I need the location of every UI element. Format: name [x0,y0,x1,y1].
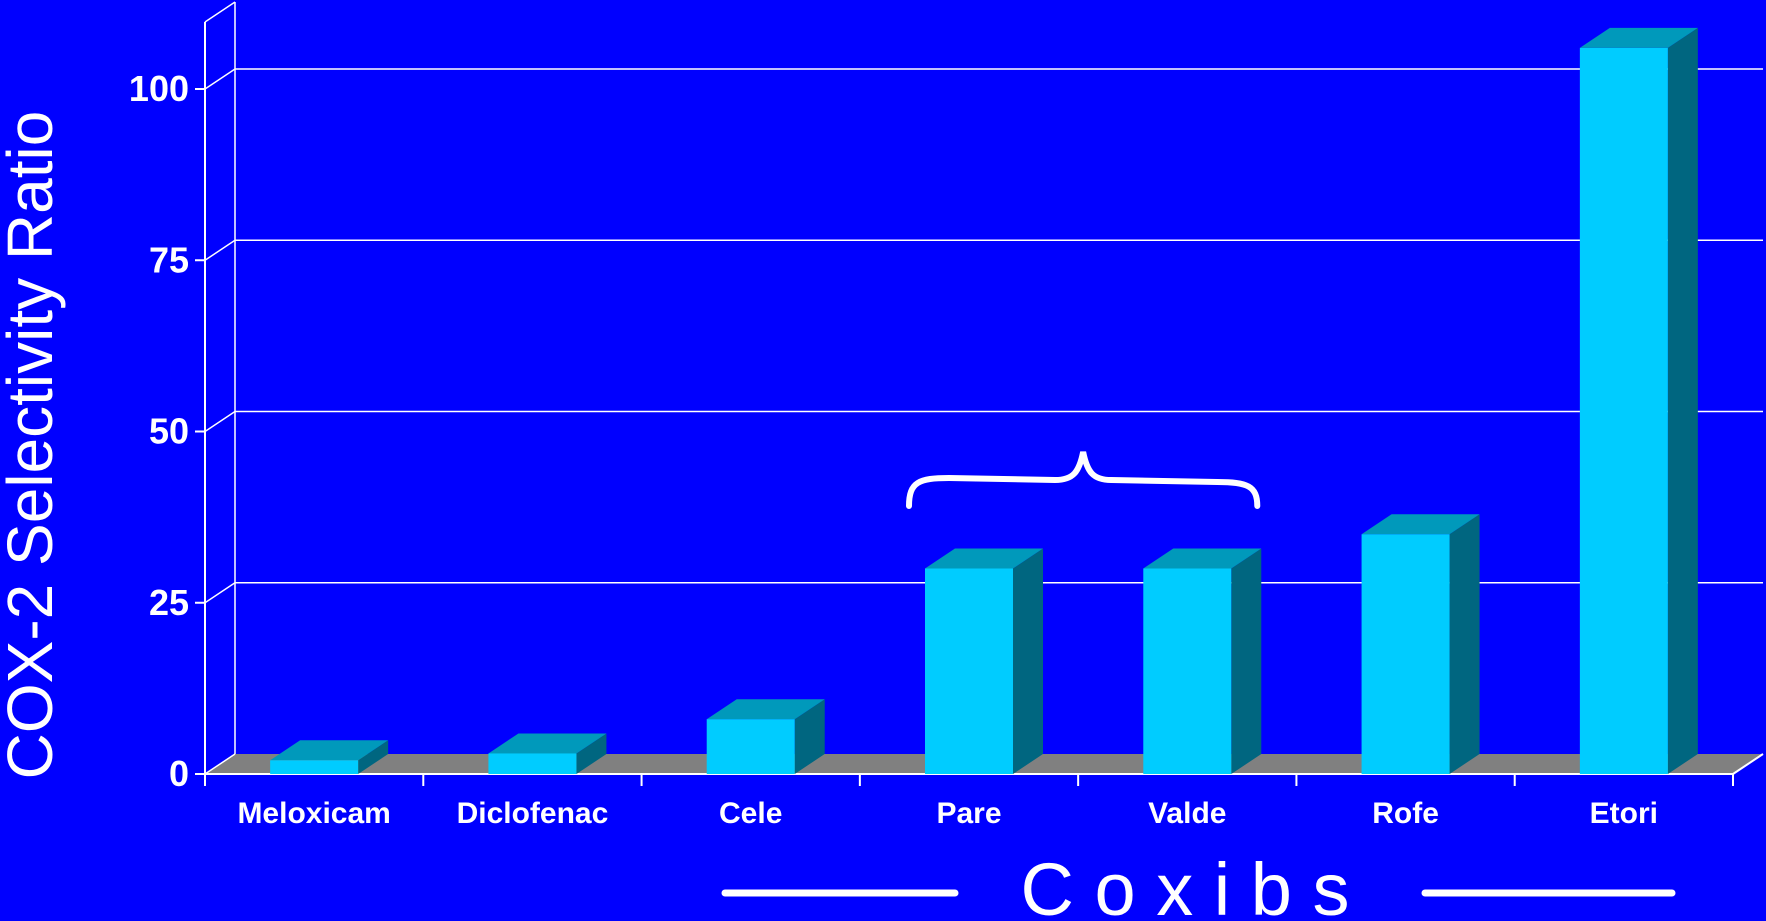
bar-front [706,719,795,774]
bar-rofe [1361,514,1480,774]
gridline-depth [204,753,236,775]
bar-valde [1143,548,1262,774]
coxibs-group: C o x i b s [721,848,1676,921]
x-axis-depth [1732,753,1764,775]
bar-top [270,740,389,761]
gridline-depth [204,239,236,261]
y-tick-label: 100 [129,68,189,109]
gridline-depth [204,582,236,604]
bar-front [1361,534,1450,774]
bar-cele [706,699,825,774]
bar-front [270,760,359,774]
bar-diclofenac [488,733,607,774]
y-tick-label: 25 [149,582,189,623]
category-label: Rofe [1372,797,1439,830]
bar-side [1667,27,1698,774]
group-label: C o x i b s [1021,848,1350,921]
brace [906,451,1261,509]
gridline-depth [204,410,236,433]
bar-front [925,568,1013,774]
bars [270,27,1698,774]
bar-front [1579,47,1668,774]
top-depth-edge [204,1,236,23]
gridline-depth [204,68,236,90]
bar-top [925,548,1043,569]
bar-top [488,733,607,754]
bar-top [1143,548,1262,569]
category-label: Diclofenac [457,797,609,830]
bar-meloxicam [270,740,389,774]
y-axis-label: COX-2 Selectivity Ratio [0,111,66,780]
bar-side [794,699,825,774]
y-tick-labels: 0 25 50 75 100 [129,68,205,794]
category-label: Valde [1148,797,1226,830]
bar-side [1231,548,1262,774]
category-label: Cele [719,797,782,830]
bar-pare [925,548,1043,774]
y-tick-label: 0 [169,753,189,794]
bar-side [576,733,607,774]
category-label: Pare [936,797,1001,830]
category-labels: Meloxicam Diclofenac Cele Pare Valde Rofe Etor… [237,797,1658,830]
category-label: Etori [1590,797,1658,830]
bar-top [706,699,825,720]
bar-top [1579,27,1698,48]
category-label: Meloxicam [237,797,390,830]
bar-front [1143,568,1232,774]
bar-side [1013,548,1043,774]
bar-side [358,740,389,774]
bar-front [488,753,577,774]
y-tick-label: 75 [149,239,189,280]
bar-side [1449,514,1480,774]
brace-shape [906,451,1261,509]
bar-etori [1579,27,1698,774]
y-tick-label: 50 [149,411,189,452]
bar-top [1361,514,1480,535]
